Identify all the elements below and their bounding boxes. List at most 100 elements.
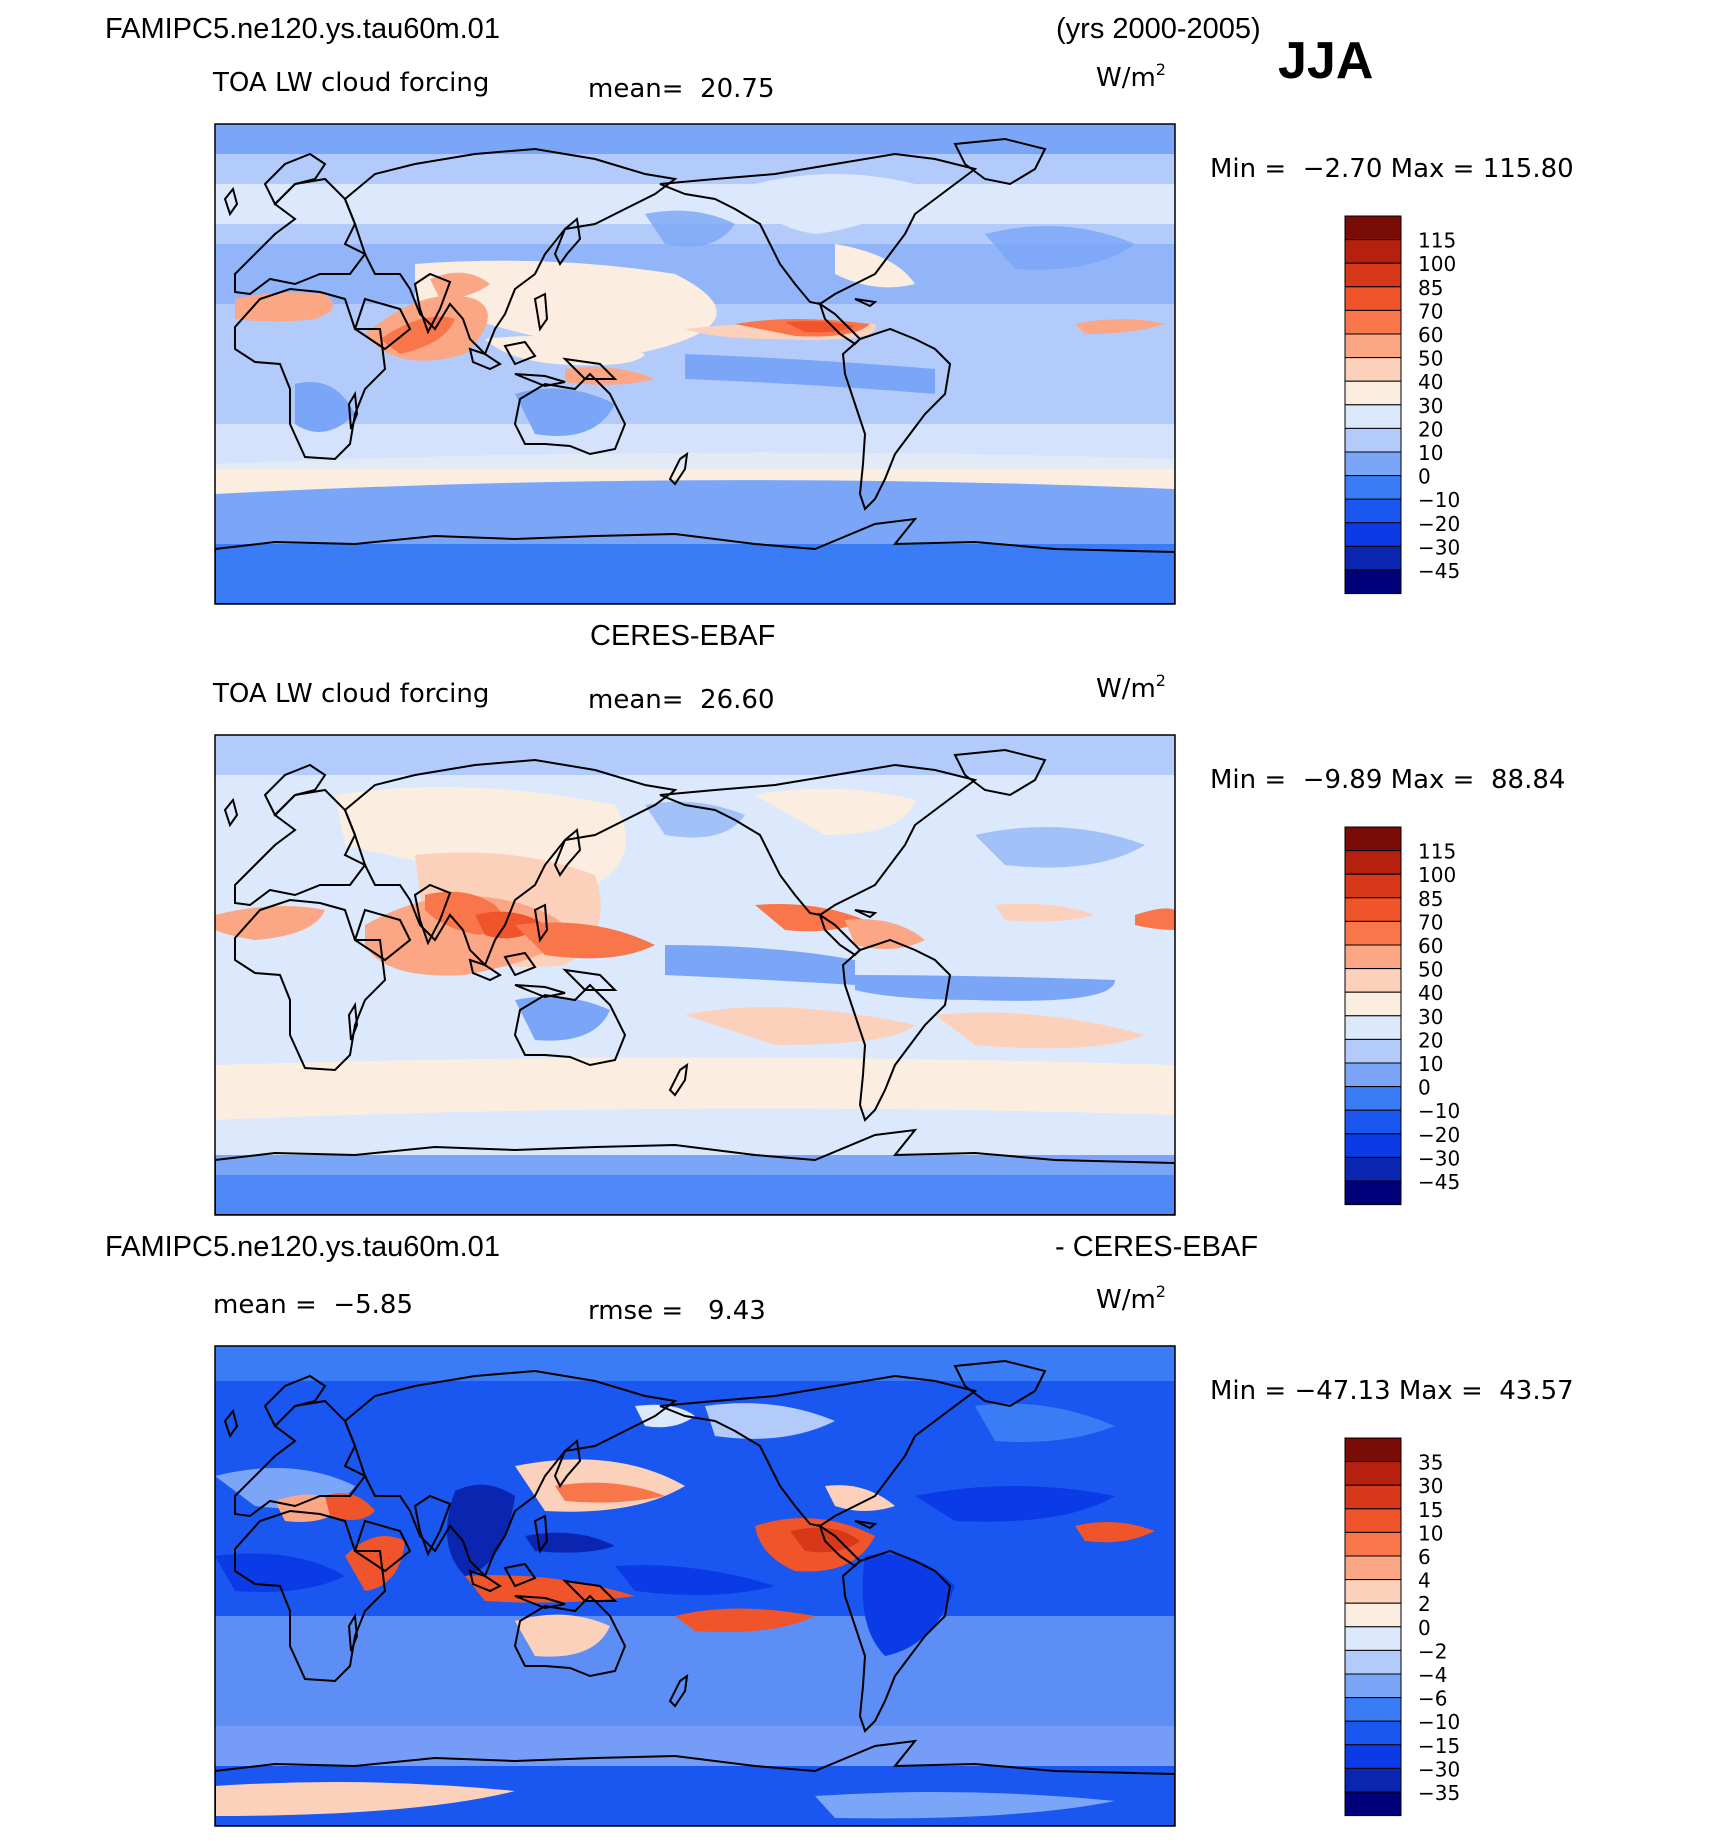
colorbar-label: 4 (1418, 1569, 1431, 1593)
colorbar-box (1344, 1461, 1402, 1486)
colorbar-label: 6 (1418, 1545, 1431, 1569)
colorbar-box (1344, 968, 1402, 993)
units-base: W/m (1096, 63, 1156, 93)
panel-units: W/m2 (1096, 1282, 1166, 1315)
map-frame (214, 734, 1176, 1216)
panel-mean-text: mean= 26.60 (588, 685, 774, 715)
case-name-title: FAMIPC5.ne120.ys.tau60m.01 (105, 13, 500, 45)
colorbar-box (1344, 1791, 1402, 1817)
colorbar-box (1344, 826, 1402, 852)
panel-title-right: - CERES-EBAF (1055, 1231, 1258, 1263)
panel-mean-text: mean= 20.75 (588, 74, 774, 104)
colorbar-label: −10 (1418, 488, 1460, 512)
colorbar-box (1344, 1579, 1402, 1604)
colorbar-label: −4 (1418, 1663, 1447, 1687)
map-frame (214, 123, 1176, 605)
colorbar-box (1344, 1744, 1402, 1769)
colorbar-box (1344, 991, 1402, 1017)
colorbar-box (1344, 944, 1402, 970)
years-label: (yrs 2000-2005) (1056, 13, 1261, 45)
colorbar-label: 20 (1418, 417, 1443, 441)
colorbar-box (1344, 380, 1402, 406)
units-base: W/m (1096, 674, 1156, 704)
colorbar-label: −20 (1418, 1123, 1460, 1147)
colorbar-box (1344, 1133, 1402, 1158)
colorbar-label: −45 (1418, 1170, 1460, 1194)
colorbar-box (1344, 427, 1402, 453)
colorbar-box (1344, 522, 1402, 547)
colorbar-label: 100 (1418, 863, 1456, 887)
colorbar-box (1344, 920, 1402, 946)
colorbar-label: −30 (1418, 535, 1460, 559)
colorbar-label: 70 (1418, 910, 1443, 934)
colorbar-label: 10 (1418, 1521, 1443, 1545)
colorbar-box (1344, 1531, 1402, 1557)
colorbar-label: 30 (1418, 1005, 1443, 1029)
colorbar-box (1344, 1673, 1402, 1699)
colorbar-box (1344, 1508, 1402, 1533)
min-max-label: Min = −47.13 Max = 43.57 (1210, 1376, 1574, 1406)
colorbar-box (1344, 215, 1402, 241)
colorbar-label: −2 (1418, 1639, 1447, 1663)
colorbar-box (1344, 286, 1402, 311)
colorbar-box (1344, 850, 1402, 875)
colorbar-box (1344, 897, 1402, 922)
season-label: JJA (1278, 32, 1373, 90)
colorbar-box (1344, 1649, 1402, 1675)
colorbar-box (1344, 1086, 1402, 1111)
colorbar-label: 60 (1418, 934, 1443, 958)
min-max-label: Min = −2.70 Max = 115.80 (1210, 154, 1574, 184)
colorbar-label: 40 (1418, 981, 1443, 1005)
colorbar-label: 10 (1418, 441, 1443, 465)
panel-title: CERES-EBAF (590, 620, 775, 652)
colorbar-label: −6 (1418, 1687, 1447, 1711)
units-base: W/m (1096, 1285, 1156, 1315)
colorbar-label: 60 (1418, 323, 1443, 347)
colorbar-label: 115 (1418, 840, 1456, 864)
colorbar-label: 85 (1418, 276, 1443, 300)
panel-model: TOA LW cloud forcing mean= 20.75 W/m2 Min =… (212, 60, 1574, 605)
map-frame (214, 1345, 1176, 1827)
colorbar-label: 50 (1418, 347, 1443, 371)
colorbar-label: 100 (1418, 252, 1456, 276)
colorbar-box (1344, 1437, 1402, 1463)
colorbar-label: −30 (1418, 1146, 1460, 1170)
colorbar-box (1344, 498, 1402, 524)
colorbar-box (1344, 475, 1402, 500)
panel-left-label: TOA LW cloud forcing (212, 68, 489, 98)
colorbar-label: 20 (1418, 1028, 1443, 1052)
colorbar-box (1344, 545, 1402, 571)
colorbar-box (1344, 1015, 1402, 1040)
panel-left-label: mean = −5.85 (213, 1290, 413, 1320)
colorbar-label: −10 (1418, 1710, 1460, 1734)
colorbar-label: 0 (1418, 1616, 1431, 1640)
colorbar-box (1344, 1156, 1402, 1182)
colorbar-label: 2 (1418, 1592, 1431, 1616)
colorbar-box (1344, 1180, 1402, 1206)
colorbar-label: 30 (1418, 394, 1443, 418)
colorbar-box (1344, 451, 1402, 477)
colorbar-box (1344, 1109, 1402, 1135)
units-superscript: 2 (1156, 671, 1166, 690)
colorbar-label: −10 (1418, 1099, 1460, 1123)
colorbar-box (1344, 1062, 1402, 1088)
colorbar-label: 85 (1418, 887, 1443, 911)
colorbar-box (1344, 1626, 1402, 1651)
units-superscript: 2 (1156, 60, 1166, 79)
colorbar-label: 35 (1418, 1451, 1443, 1475)
colorbar-box (1344, 239, 1402, 264)
panel-mean-text: rmse = 9.43 (588, 1296, 766, 1326)
colorbar-box (1344, 1697, 1402, 1722)
map-model (214, 123, 1176, 605)
colorbar-box (1344, 262, 1402, 288)
colorbar-box (1344, 333, 1402, 359)
colorbar-box (1344, 873, 1402, 899)
panel-left-label: TOA LW cloud forcing (212, 679, 489, 709)
colorbar-box (1344, 1767, 1402, 1793)
colorbar-label: 0 (1418, 465, 1431, 489)
